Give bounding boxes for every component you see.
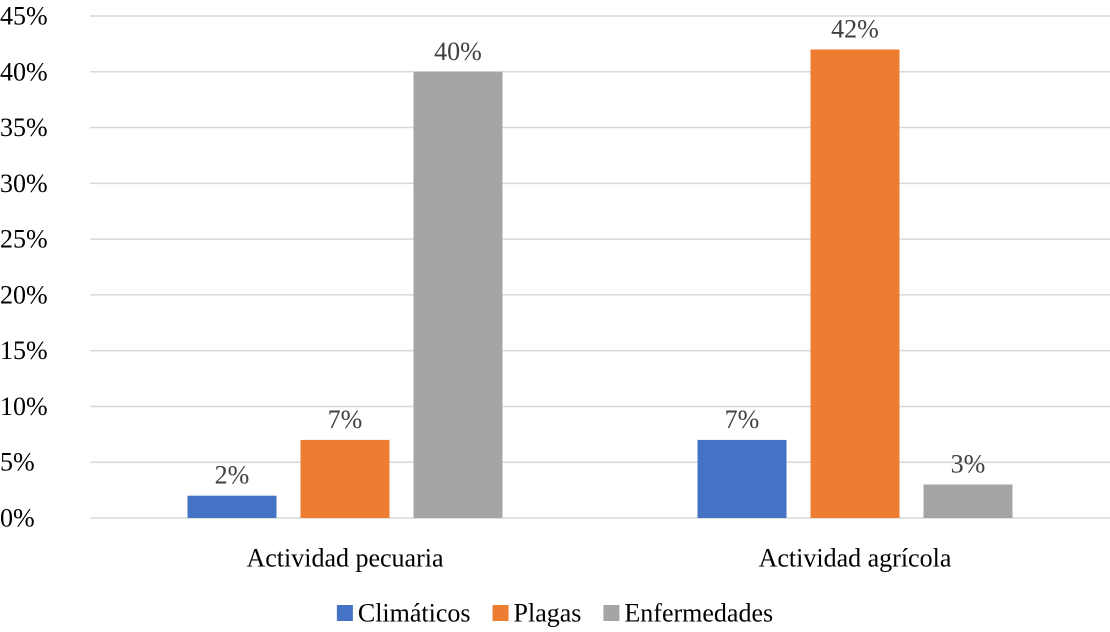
legend-item-enfermedades: Enfermedades <box>603 599 773 628</box>
data-label: 2% <box>215 461 250 490</box>
bar-climáticos-2 <box>697 439 787 518</box>
y-tick-label: 20% <box>0 280 48 309</box>
y-axis-tick-labels: 0% 5% 10% 15% 20% 25% 30% 35% 40% 45% <box>0 2 48 533</box>
legend-swatch <box>336 605 353 621</box>
legend-item-plagas: Plagas <box>492 599 582 628</box>
y-tick-label: 25% <box>0 225 48 254</box>
legend-swatch <box>492 605 509 621</box>
bar-climáticos-1 <box>187 495 277 518</box>
legend-label: Enfermedades <box>624 599 773 628</box>
category-label: Actividad pecuaria <box>246 544 444 573</box>
data-labels: 2% 7% 40% 7% 42% 3% <box>215 14 986 489</box>
y-tick-label: 40% <box>0 57 48 86</box>
gridlines <box>90 15 1110 519</box>
y-tick-label: 35% <box>0 113 48 142</box>
legend-label: Climáticos <box>358 599 471 628</box>
bar-plagas-1 <box>300 439 390 518</box>
y-tick-label: 30% <box>0 169 48 198</box>
bar-enfermedades-1 <box>413 71 503 519</box>
y-tick-label: 10% <box>0 392 48 421</box>
y-tick-label: 5% <box>0 448 35 477</box>
y-tick-label: 45% <box>0 2 48 31</box>
bar-enfermedades-2 <box>923 484 1013 518</box>
y-tick-label: 0% <box>0 504 35 533</box>
category-label: Actividad agrícola <box>759 544 952 573</box>
data-label: 40% <box>434 37 482 66</box>
legend-item-climáticos: Climáticos <box>336 599 471 628</box>
data-label: 42% <box>831 14 879 43</box>
bars <box>187 49 1013 519</box>
bar-plagas-2 <box>810 49 900 518</box>
legend-swatch <box>603 605 620 621</box>
data-label: 7% <box>328 405 363 434</box>
data-label: 7% <box>725 405 760 434</box>
data-label: 3% <box>951 450 986 479</box>
x-axis-category-labels: Actividad pecuaria Actividad agrícola <box>246 544 951 573</box>
y-tick-label: 15% <box>0 336 48 365</box>
legend-label: Plagas <box>514 599 582 628</box>
legend: Climáticos Plagas Enfermedades <box>336 599 773 628</box>
